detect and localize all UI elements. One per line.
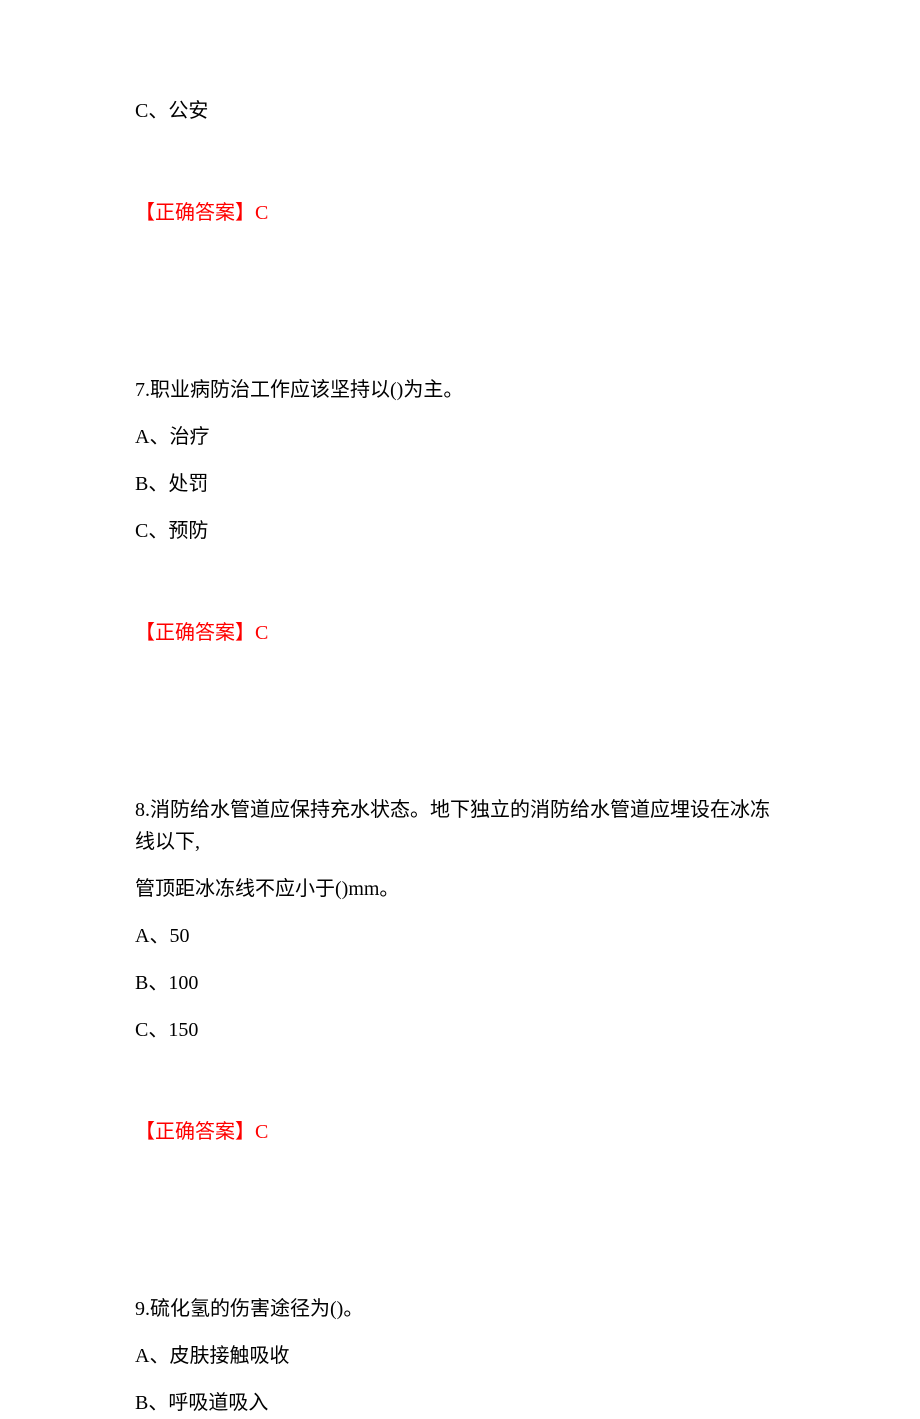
q8-stem-line2: 管顶距冰冻线不应小于()mm。	[135, 873, 785, 905]
q8-stem-line1: 8.消防给水管道应保持充水状态。地下独立的消防给水管道应埋设在冰冻线以下,	[135, 794, 785, 858]
q8-answer: 【正确答案】C	[135, 1116, 785, 1148]
q6-answer: 【正确答案】C	[135, 197, 785, 229]
q9-stem: 9.硫化氢的伤害途径为()。	[135, 1293, 785, 1325]
q8-option-b: B、100	[135, 967, 785, 999]
q7-stem: 7.职业病防治工作应该坚持以()为主。	[135, 374, 785, 406]
q7-option-b: B、处罚	[135, 468, 785, 500]
q6-option-c: C、公安	[135, 95, 785, 127]
q7-option-c: C、预防	[135, 515, 785, 547]
q9-option-a: A、皮肤接触吸收	[135, 1340, 785, 1372]
q7-option-a: A、治疗	[135, 421, 785, 453]
q9-option-b: B、呼吸道吸入	[135, 1387, 785, 1419]
q8-option-c: C、150	[135, 1014, 785, 1046]
q8-option-a: A、50	[135, 920, 785, 952]
exam-page: C、公安 【正确答案】C 7.职业病防治工作应该坚持以()为主。 A、治疗 B、…	[135, 0, 785, 1419]
q7-answer: 【正确答案】C	[135, 617, 785, 649]
